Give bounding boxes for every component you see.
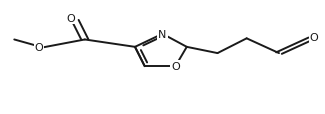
Text: O: O xyxy=(67,14,76,24)
Text: O: O xyxy=(310,33,318,43)
Text: N: N xyxy=(158,30,167,39)
Text: O: O xyxy=(34,43,43,53)
Text: O: O xyxy=(171,62,180,71)
